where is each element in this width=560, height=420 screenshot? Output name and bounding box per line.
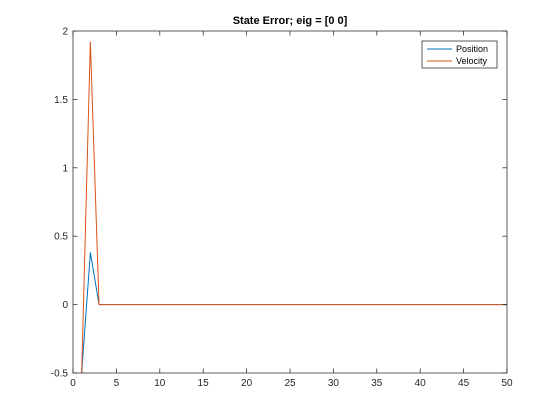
y-tick-label: 1 (62, 163, 68, 174)
legend-box (421, 40, 498, 69)
x-tick-label: 0 (70, 378, 76, 389)
tick-layer: 0 5 10 15 20 25 30 35 40 45 50-0.500.511.52 (51, 27, 513, 390)
x-tick-label: 45 (458, 378, 470, 389)
chart-title: State Error; eig = [0 0] (233, 15, 348, 27)
x-tick-label: 40 (415, 378, 427, 389)
y-tick-label: 2 (62, 27, 68, 38)
x-tick-label: 50 (501, 378, 513, 389)
x-tick-label: 15 (198, 378, 210, 389)
x-tick-label: 30 (328, 378, 340, 389)
y-tick-label: 1.5 (54, 95, 68, 106)
x-tick-label: 10 (154, 378, 166, 389)
legend-label-position: Position (456, 44, 488, 54)
legend-label-velocity: Velocity (456, 56, 488, 66)
plot-area (73, 31, 507, 373)
y-tick-label: -0.5 (51, 369, 69, 380)
x-tick-label: 25 (284, 378, 296, 389)
y-tick-label: 0 (62, 300, 68, 311)
x-tick-label: 5 (114, 378, 120, 389)
y-tick-label: 0.5 (54, 232, 68, 243)
series-layer (81, 41, 507, 374)
legend: Position Velocity (421, 40, 498, 69)
x-tick-label: 35 (371, 378, 383, 389)
x-tick-label: 20 (241, 378, 253, 389)
series-line-velocity (81, 41, 507, 374)
